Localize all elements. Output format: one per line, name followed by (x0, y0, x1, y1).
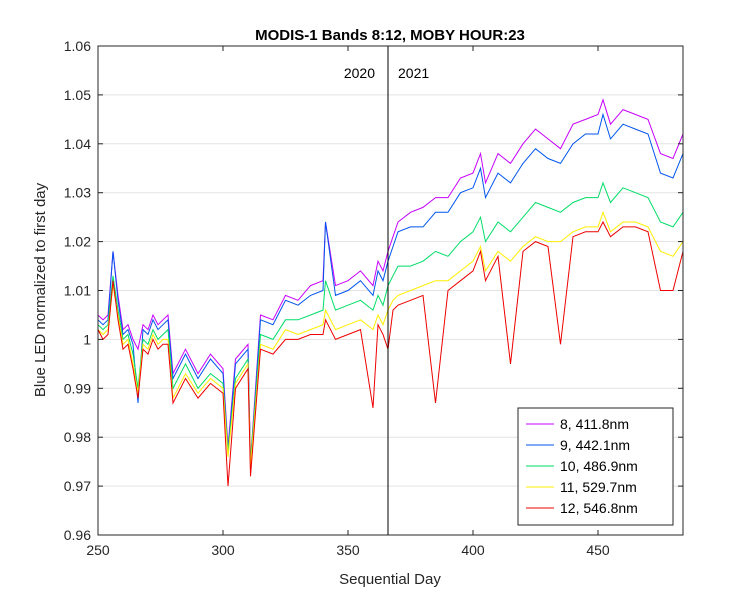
legend-label: 12, 546.8nm (560, 500, 638, 516)
x-tick-label: 350 (336, 542, 360, 558)
y-tick-label: 1.04 (64, 136, 91, 152)
y-tick-label: 1.03 (64, 185, 91, 201)
year-label-right: 2021 (398, 65, 429, 81)
y-tick-label: 1.01 (64, 283, 91, 299)
series-line-2 (97, 112, 684, 467)
chart-title: MODIS-1 Bands 8:12, MOBY HOUR:23 (255, 27, 525, 44)
y-tick-label: 0.98 (64, 429, 91, 445)
x-tick-label: 300 (211, 542, 235, 558)
x-tick-label: 250 (86, 542, 110, 558)
series-line-1 (97, 98, 684, 462)
legend-label: 10, 486.9nm (560, 458, 638, 474)
x-axis-label: Sequential Day (339, 571, 441, 588)
y-tick-label: 1.05 (64, 87, 91, 103)
y-axis-label: Blue LED normalized to first day (32, 182, 49, 397)
y-tick-label: 0.99 (64, 380, 91, 396)
y-tick-label: 0.96 (64, 527, 91, 543)
series-lines (97, 98, 684, 487)
legend-label: 11, 529.7nm (560, 479, 637, 495)
x-tick-label: 400 (461, 542, 485, 558)
y-tick-label: 1.02 (64, 234, 91, 250)
legend: 8, 411.8nm 9, 442.1nm 10, 486.9nm 11, 529.7… (517, 407, 674, 526)
legend-label: 8, 411.8nm (560, 416, 629, 432)
legend-label: 9, 442.1nm (560, 437, 630, 453)
x-tick-label: 450 (586, 542, 610, 558)
series-line-5 (97, 220, 684, 487)
series-line-4 (97, 210, 684, 467)
x-axis-ticks: 250 300 350 400 450 (86, 46, 610, 558)
y-tick-label: 1 (83, 331, 91, 347)
year-label-left: 2020 (344, 65, 375, 81)
series-line-3 (97, 181, 684, 462)
y-tick-label: 1.06 (64, 38, 91, 54)
y-tick-label: 0.97 (64, 478, 91, 494)
y-axis-ticks: 0.96 0.97 0.98 0.99 1 1.01 1.02 1.03 1.04 1.05 1.0… (64, 38, 683, 543)
